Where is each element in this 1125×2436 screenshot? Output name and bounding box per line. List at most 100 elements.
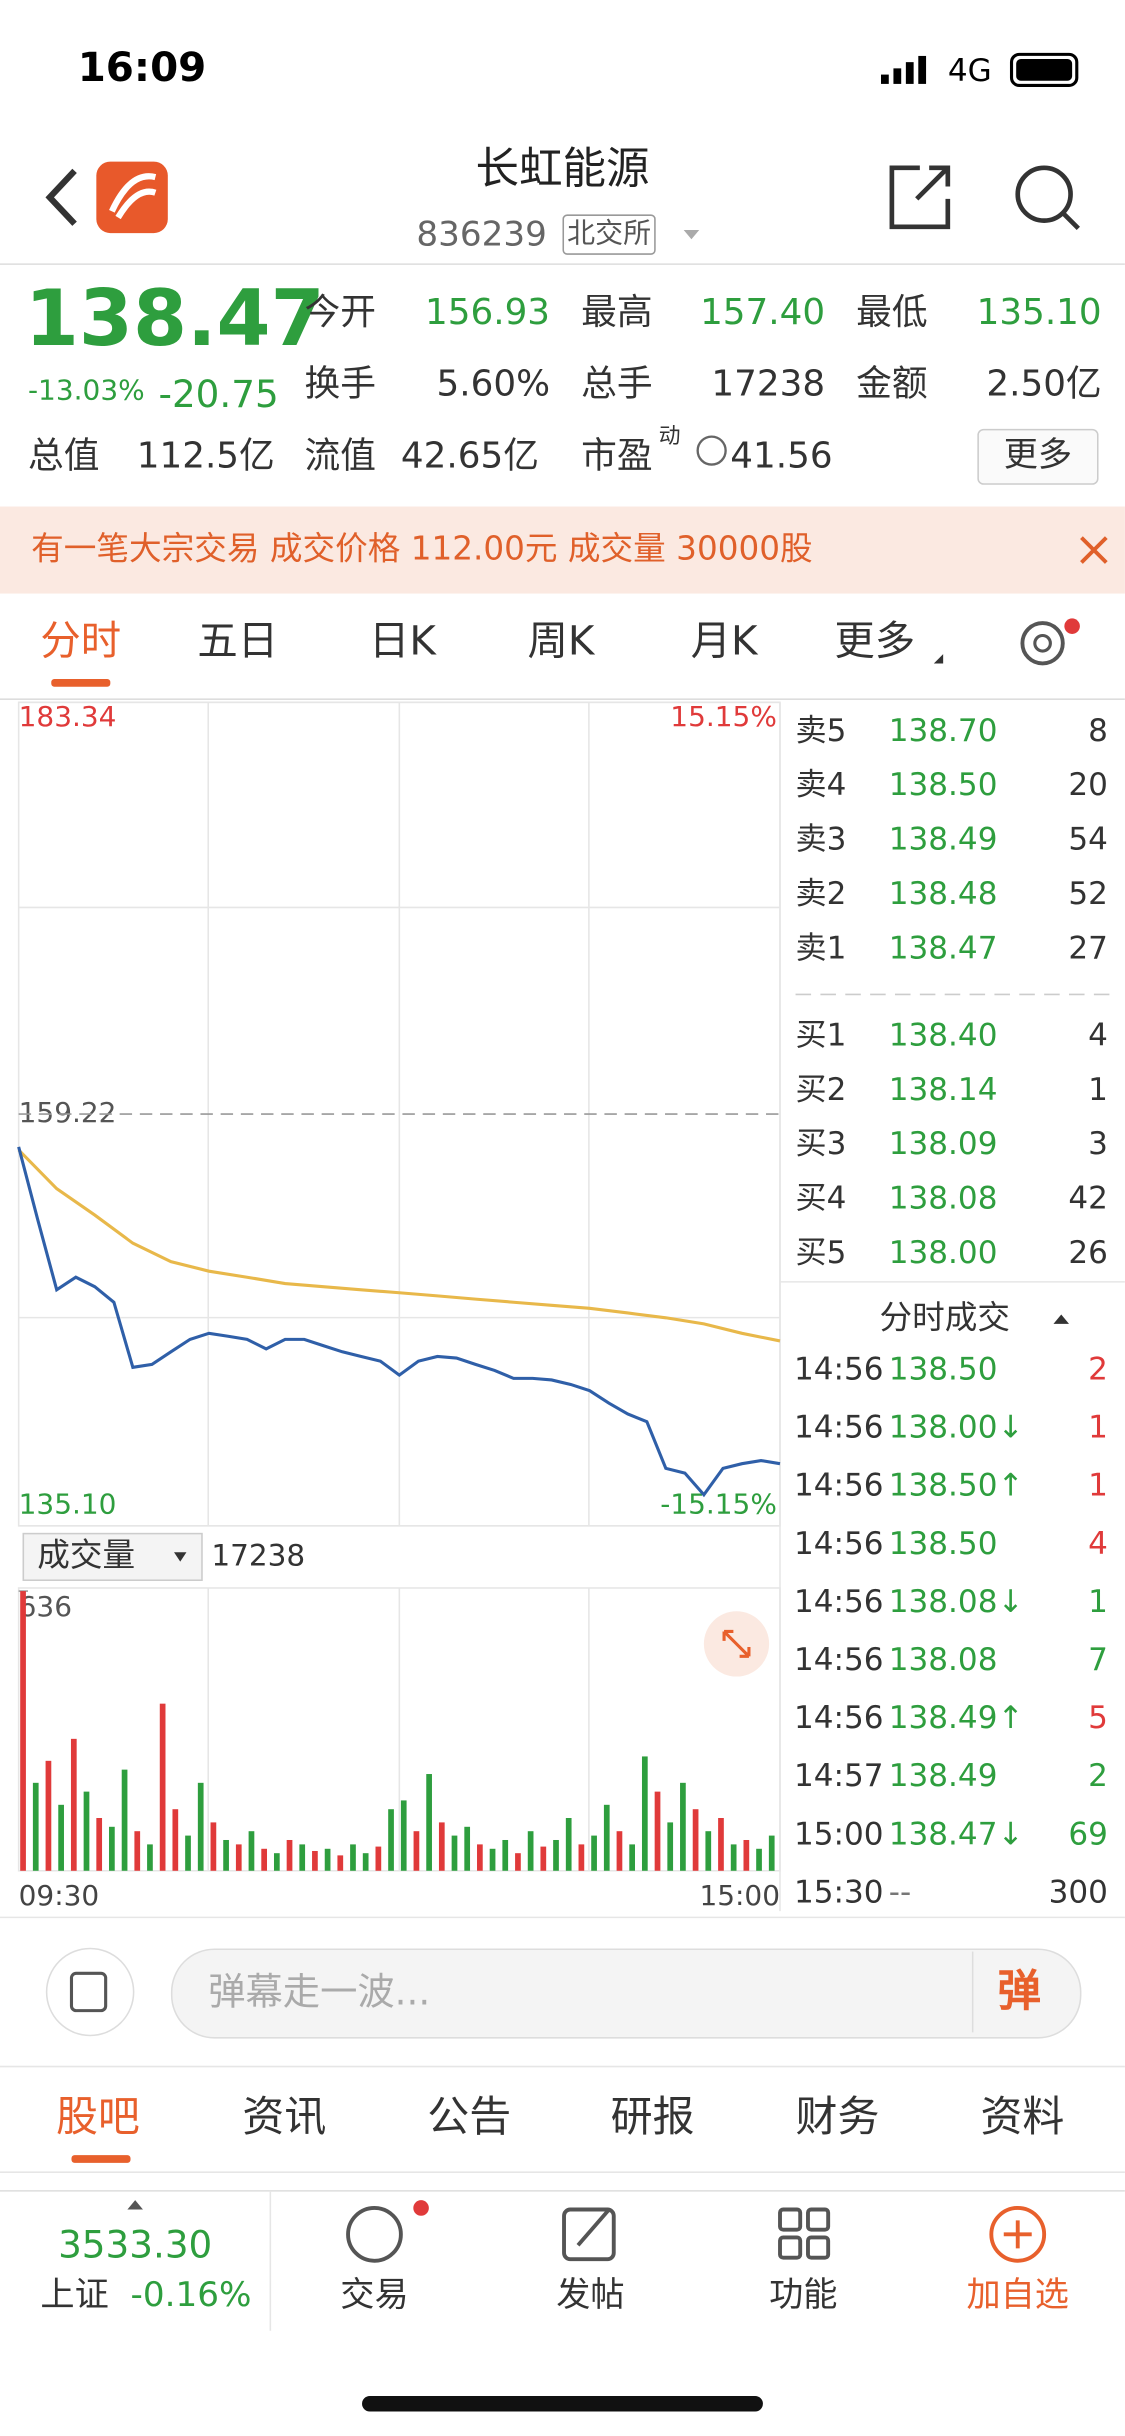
stat-label: 总值 — [27, 436, 100, 478]
nav-item[interactable]: 功能 — [769, 2275, 837, 2315]
search-icon[interactable] — [1015, 165, 1073, 223]
book-price: 138.47 — [889, 930, 998, 966]
comment-icon-paper — [69, 1971, 108, 2013]
trade-time: 15:00 — [794, 1816, 884, 1852]
y-tick-label: 159.22 — [19, 1096, 117, 1129]
nav-item[interactable]: 发帖 — [556, 2275, 624, 2315]
book-volume: 4 — [1088, 1017, 1108, 1053]
stat-value: 42.65亿 — [400, 436, 539, 478]
post-icon[interactable] — [562, 2207, 616, 2262]
volume-bar — [629, 1844, 635, 1871]
trade-icon[interactable] — [346, 2206, 403, 2263]
section-tab[interactable]: 公告 — [427, 2092, 511, 2141]
nav-item[interactable]: 加自选 — [966, 2275, 1069, 2315]
chart-tab[interactable]: 日K — [369, 617, 437, 664]
danmaku-button[interactable]: 弹 — [997, 1965, 1042, 2017]
volume-selector-box[interactable] — [22, 1532, 203, 1581]
trade-price: 138.50 — [889, 1351, 998, 1387]
banner-close[interactable] — [1080, 536, 1108, 564]
x-tick-label: 15:00 — [699, 1879, 780, 1912]
stat-value: 112.5亿 — [136, 436, 275, 478]
book-price: 138.08 — [889, 1181, 998, 1217]
volume-bar — [438, 1822, 445, 1871]
volume-bar — [527, 1831, 534, 1871]
volume-bar — [32, 1782, 39, 1871]
comment-input[interactable] — [170, 1948, 1082, 2039]
status-time: 16:09 — [77, 45, 207, 92]
trade-time: 14:57 — [794, 1758, 884, 1794]
book-label: 买2 — [796, 1072, 847, 1108]
book-volume: 42 — [1068, 1181, 1108, 1217]
volume-bar — [667, 1822, 674, 1871]
volume-selector[interactable]: 成交量 — [37, 1536, 135, 1574]
stat-value: 157.40 — [700, 292, 825, 333]
expand-icon — [722, 1629, 751, 1658]
stat-label: 最低 — [856, 292, 927, 333]
trade-price: 138.47↓ — [889, 1816, 1024, 1852]
volume-bar — [235, 1844, 242, 1871]
add-watch-icon[interactable] — [989, 2206, 1047, 2263]
settings-icon[interactable] — [1020, 621, 1065, 666]
back-icon[interactable] — [45, 168, 77, 226]
section-tab[interactable]: 股吧 — [56, 2092, 140, 2141]
volume-total: 17238 — [211, 1538, 305, 1572]
volume-bar — [83, 1791, 90, 1871]
volume-bar — [388, 1809, 394, 1871]
function-icon[interactable] — [778, 2207, 831, 2260]
stat-value: 156.93 — [425, 292, 550, 333]
volume-bar — [451, 1835, 458, 1871]
y-tick-label: 183.34 — [19, 700, 117, 733]
book-label: 买1 — [796, 1017, 847, 1053]
nav-item[interactable]: 交易 — [340, 2275, 408, 2315]
book-volume: 27 — [1068, 930, 1108, 966]
volume-bar — [286, 1839, 293, 1871]
section-tab[interactable]: 财务 — [796, 2092, 880, 2141]
volume-bar — [756, 1848, 762, 1871]
index-change: -0.16% — [130, 2276, 252, 2316]
volume-bar — [477, 1844, 483, 1871]
stat-label: 总手 — [581, 363, 652, 404]
index-value: 3533.30 — [58, 2223, 213, 2267]
section-tab[interactable]: 研报 — [611, 2092, 695, 2141]
block-trade-banner[interactable]: 有一笔大宗交易 成交价格 112.00元 成交量 30000股 — [31, 529, 813, 568]
stat-value: 5.60% — [437, 363, 550, 404]
comment-icon[interactable] — [45, 1947, 135, 2037]
trades-title[interactable]: 分时成交 — [879, 1298, 1010, 1337]
section-tab[interactable]: 资料 — [980, 2092, 1064, 2141]
volume-bar — [578, 1844, 585, 1871]
chart-tab[interactable]: 周K — [527, 617, 595, 664]
trade-time: 14:56 — [794, 1468, 884, 1504]
dropdown-arrow[interactable] — [683, 229, 700, 240]
volume-bar — [159, 1703, 166, 1871]
x-tick-label: 09:30 — [19, 1879, 100, 1912]
volume-bar — [350, 1844, 356, 1871]
pe-info-icon[interactable] — [696, 435, 727, 466]
chart-tab[interactable]: 更多 — [834, 617, 915, 664]
chart-frame — [17, 701, 781, 1872]
volume-bar — [134, 1831, 141, 1871]
chart-tab[interactable]: 五日 — [197, 617, 278, 664]
chart-tab[interactable]: 分时 — [40, 617, 121, 664]
stat-value: 2.50亿 — [986, 363, 1101, 404]
book-volume: 3 — [1088, 1126, 1108, 1162]
share-icon[interactable] — [889, 165, 951, 230]
volume-bar — [591, 1835, 597, 1871]
book-label: 买3 — [796, 1126, 847, 1162]
stock-name: 长虹能源 — [475, 142, 650, 195]
chart-tab[interactable]: 月K — [691, 617, 759, 664]
trades-arrow — [1053, 1314, 1070, 1324]
section-tab[interactable]: 资讯 — [242, 2092, 326, 2141]
index-arrow — [127, 2200, 143, 2210]
trade-price: 138.08↓ — [889, 1584, 1024, 1620]
trade-time: 14:56 — [794, 1584, 884, 1620]
more-button[interactable]: 更多 — [977, 428, 1099, 485]
volume-bar — [692, 1809, 699, 1871]
volume-bar — [337, 1855, 344, 1871]
volume-bar — [185, 1835, 191, 1871]
volume-bar — [540, 1846, 547, 1871]
trade-time: 14:56 — [794, 1410, 884, 1446]
index-name: 上证 — [40, 2276, 109, 2316]
volume-bar — [362, 1853, 369, 1871]
book-volume: 26 — [1068, 1235, 1108, 1271]
